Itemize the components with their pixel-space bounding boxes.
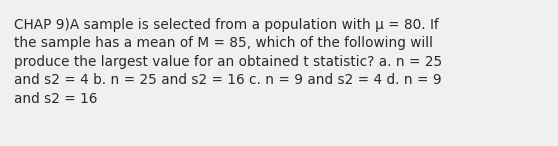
- Text: CHAP 9)A sample is selected from a population with μ = 80. If
the sample has a m: CHAP 9)A sample is selected from a popul…: [14, 18, 442, 106]
